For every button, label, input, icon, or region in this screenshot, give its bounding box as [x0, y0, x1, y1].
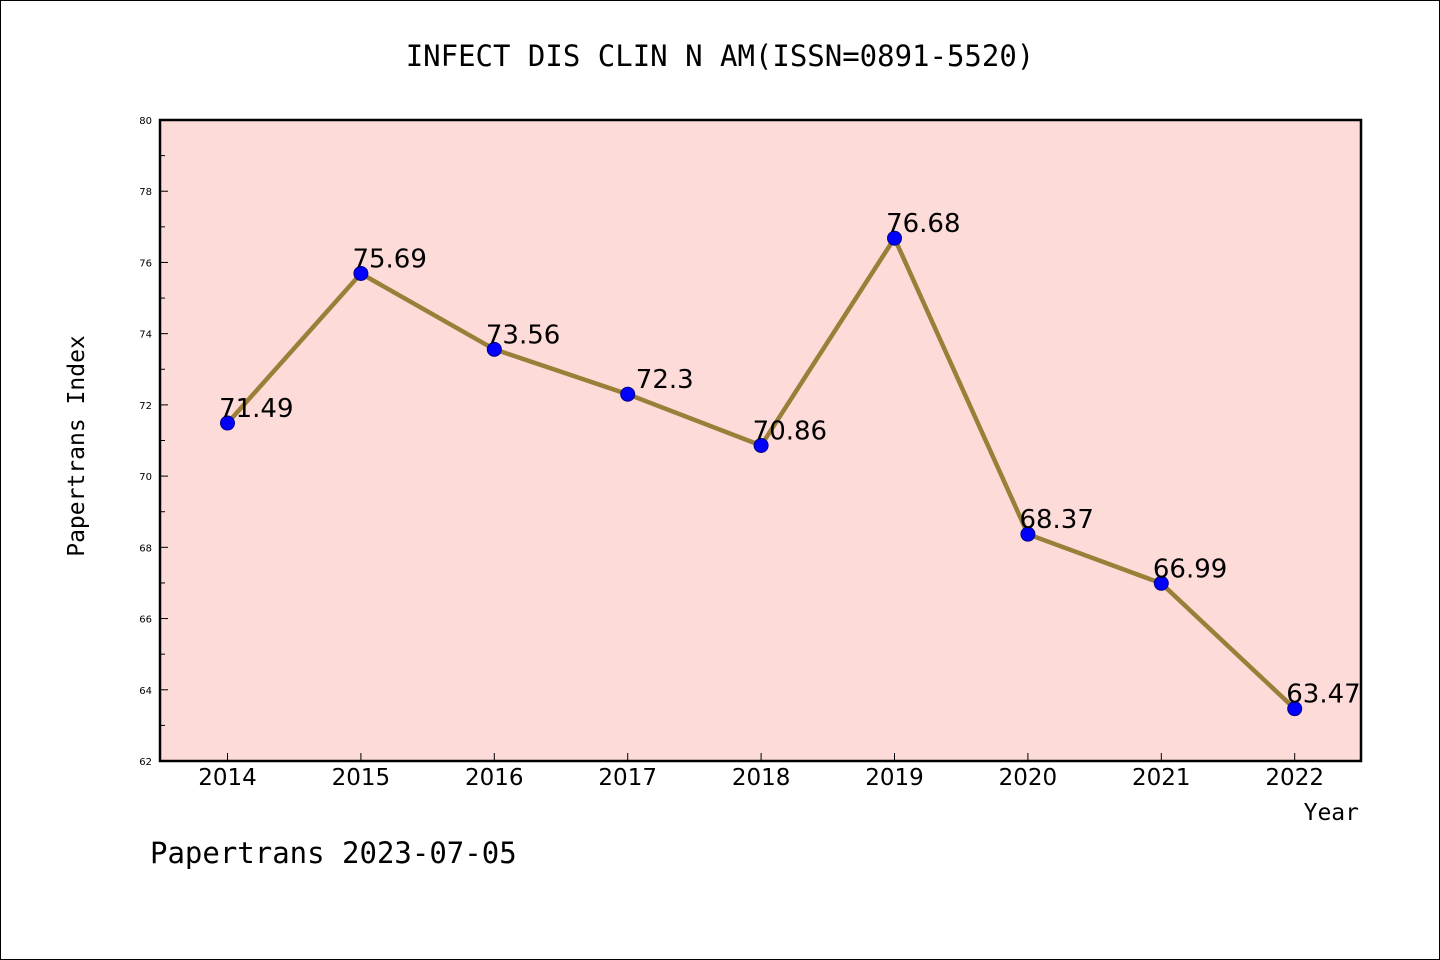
plot-border [158, 118, 1363, 763]
x-tick-label: 2016 [465, 765, 524, 791]
y-tick-label: 76 [139, 258, 152, 269]
y-tick-label: 68 [139, 543, 152, 554]
data-point-label: 68.37 [1019, 505, 1093, 535]
data-point-marker [620, 386, 636, 402]
data-point-marker [753, 437, 769, 453]
axis-ticks: 62 64 66 68 70 72 74 76 78 80 2014 2015 2016 2017 2018… [139, 116, 1324, 791]
data-point-marker [1020, 526, 1036, 542]
x-tick-label: 2019 [865, 765, 924, 791]
y-tick-label: 72 [139, 401, 152, 412]
data-point-marker [887, 230, 902, 246]
x-tick-label: 2015 [332, 765, 391, 791]
data-point-marker [1287, 701, 1303, 717]
y-tick-label: 70 [139, 472, 152, 483]
data-point-label: 71.49 [219, 394, 293, 424]
y-axis-label: Papertrans Index [64, 335, 90, 557]
y-tick-label: 78 [139, 187, 152, 198]
data-point-marker [220, 415, 235, 431]
x-tick-label: 2020 [999, 765, 1058, 791]
y-tick-label: 62 [139, 757, 152, 768]
data-point-label: 75.69 [352, 244, 426, 274]
x-tick-label: 2022 [1265, 765, 1324, 791]
x-tick-label: 2017 [598, 765, 657, 791]
y-tick-label: 74 [139, 330, 152, 341]
y-tick-label: 66 [139, 615, 152, 626]
x-tick-label: 2021 [1132, 765, 1191, 791]
data-point-marker [1153, 575, 1169, 591]
data-point-label: 76.68 [886, 209, 960, 239]
data-point-marker [353, 265, 369, 281]
x-tick-label: 2014 [198, 765, 257, 791]
series-markers [220, 230, 1303, 717]
data-point-label: 66.99 [1153, 554, 1227, 584]
x-axis-label: Year [1304, 800, 1359, 826]
x-tick-label: 2018 [732, 765, 791, 791]
data-point-label: 70.86 [753, 416, 827, 446]
footer-text: Papertrans 2023-07-05 [150, 836, 517, 870]
data-labels: 71.49 75.69 73.56 72.3 70.86 76.68 68.37 66.99 6… [219, 209, 1361, 709]
chart-title: INFECT DIS CLIN N AM(ISSN=0891-5520) [406, 39, 1035, 73]
y-tick-label: 64 [139, 686, 152, 697]
data-point-label: 63.47 [1286, 680, 1360, 710]
data-point-label: 73.56 [486, 320, 560, 350]
data-point-label: 72.3 [636, 365, 694, 395]
y-tick-label: 80 [139, 116, 152, 127]
data-point-marker [486, 341, 502, 357]
